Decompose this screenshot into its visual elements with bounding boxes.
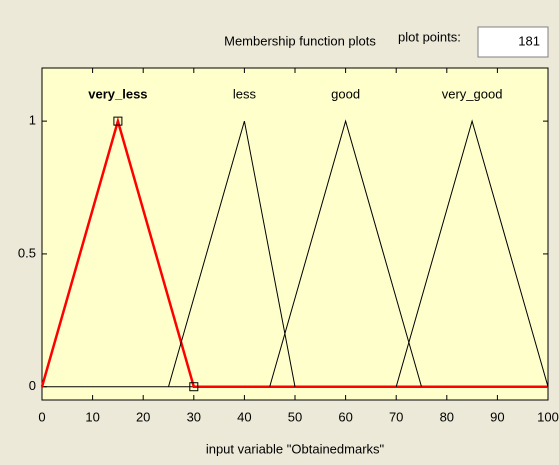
x-tick-label: 70 [389,409,403,424]
mf-label: very_good [442,86,503,101]
x-tick-label: 40 [237,409,251,424]
mf-label: less [233,86,257,101]
plot-points-label: plot points: [398,29,461,44]
vertex-handle [189,382,199,392]
membership-function [269,119,422,387]
x-tick-label: 0 [38,409,45,424]
x-tick-label: 20 [136,409,150,424]
plot-points-value[interactable]: 181 [518,33,540,48]
x-tick-label: 80 [440,409,454,424]
mf-label: good [331,86,360,101]
membership-function [395,119,549,387]
x-tick-label: 10 [85,409,99,424]
plot-title: Membership function plots [224,33,376,48]
membership-function [168,120,296,387]
y-tick-label: 0.5 [18,245,36,260]
x-tick-label: 90 [490,409,504,424]
y-tick-label: 0 [29,378,36,393]
x-axis-label: input variable "Obtainedmarks" [206,441,385,456]
plot-points-input[interactable] [477,26,549,58]
x-tick-label: 30 [187,409,201,424]
vertex-handle [113,116,123,126]
x-tick-label: 60 [338,409,352,424]
x-tick-label: 50 [288,409,302,424]
y-tick-label: 1 [29,113,36,128]
x-tick-label: 100 [537,409,559,424]
membership-function [40,116,548,388]
mf-label: very_less [88,86,147,101]
